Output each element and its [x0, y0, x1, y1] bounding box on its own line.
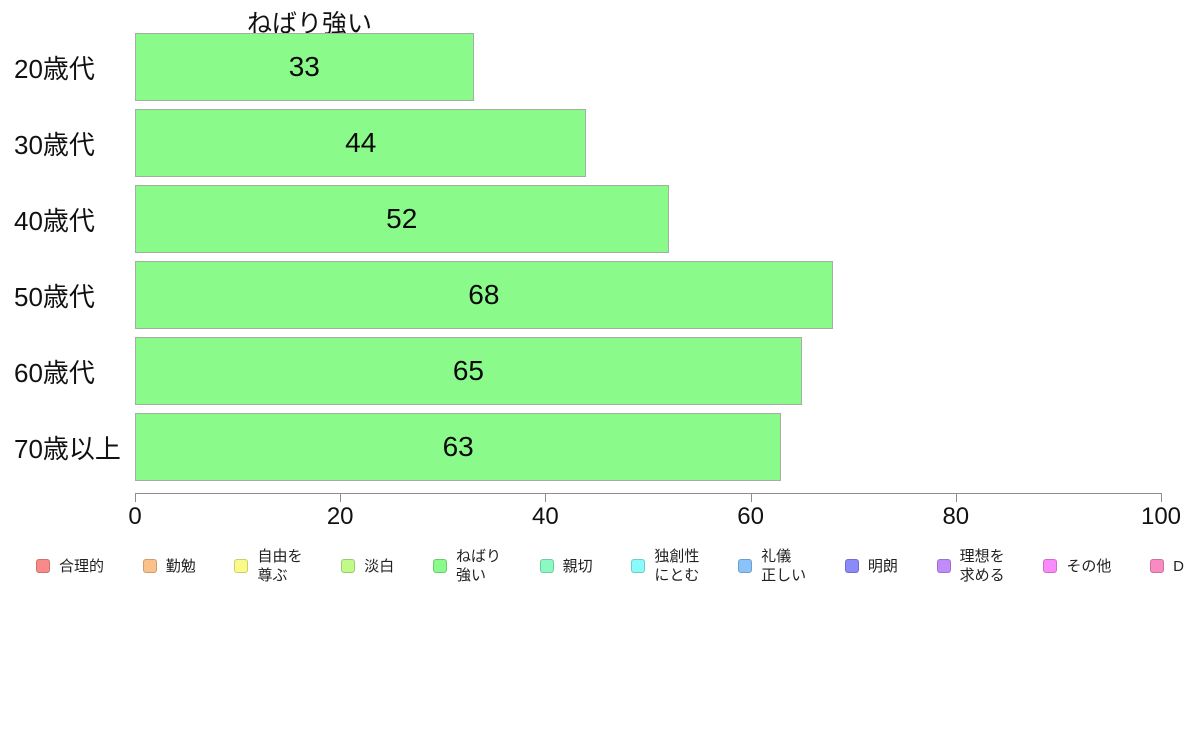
legend-label: 合理的 [59, 557, 105, 575]
category-label: 40歳代 [14, 205, 95, 236]
category-label: 50歳代 [14, 281, 95, 312]
bar-value-label: 44 [345, 127, 377, 158]
bar: 65 [135, 337, 802, 405]
bar-value-label: 68 [468, 279, 500, 310]
legend-label: 自由を 尊ぶ [257, 548, 303, 584]
legend-item[interactable]: 淡白 [341, 557, 394, 576]
x-axis-tick [545, 493, 547, 502]
legend-item[interactable]: 合理的 [36, 557, 104, 576]
bar-value-label: 33 [288, 51, 320, 82]
legend-label: 勤勉 [165, 557, 196, 575]
bar: 52 [135, 185, 669, 253]
x-axis-tick [750, 493, 752, 502]
bar-row: 40歳代 52 [0, 185, 1188, 261]
legend-swatch-icon [234, 559, 249, 573]
legend-item[interactable]: 明朗 [844, 557, 898, 576]
category-label: 20歳代 [14, 53, 95, 84]
plot-area: 20歳代 33 30歳代 44 40歳代 52 50歳代 68 60歳代 65 70歳以上 63 [0, 33, 1188, 489]
legend-swatch-icon [432, 559, 447, 573]
x-axis-tick-label: 60 [737, 503, 764, 530]
bar-row: 50歳代 68 [0, 261, 1188, 337]
bar-value-label: 65 [452, 355, 485, 386]
bar: 44 [135, 109, 587, 177]
bar-row: 60歳代 65 [0, 337, 1188, 413]
category-label: 60歳代 [14, 357, 95, 388]
bar-value-label: 52 [386, 203, 418, 234]
legend-swatch-icon [341, 559, 356, 573]
x-axis-tick-label: 0 [128, 503, 142, 530]
bar: 68 [135, 261, 833, 329]
bar-value-label: 63 [442, 431, 474, 462]
legend-label: 親切 [562, 557, 593, 575]
bar-row: 30歳代 44 [0, 109, 1188, 185]
x-axis-tick [135, 493, 136, 502]
bar: 33 [135, 33, 474, 101]
legend-swatch-icon [738, 559, 753, 573]
legend-item[interactable]: その他 [1043, 557, 1111, 576]
category-label: 70歳以上 [14, 433, 121, 464]
legend-label: D [1173, 557, 1184, 575]
x-axis-tick-label: 80 [942, 503, 970, 530]
x-axis-tick-label: 40 [532, 503, 559, 530]
bar-row: 70歳以上 63 [0, 413, 1188, 489]
x-axis-tick [955, 493, 957, 502]
x-axis-line [135, 493, 1161, 494]
legend-label: 明朗 [867, 557, 898, 575]
legend-label: 独創性 にとむ [654, 548, 700, 584]
x-axis-tick-label: 20 [326, 503, 354, 530]
legend-item[interactable]: 礼儀 正しい [738, 547, 806, 585]
bar: 63 [135, 413, 782, 481]
legend-label: 理想を 求める [959, 548, 1005, 584]
legend-swatch-icon [539, 559, 554, 573]
legend-swatch-icon [142, 559, 157, 573]
legend-label: 礼儀 正しい [761, 548, 807, 584]
legend: 合理的 勤勉 自由を 尊ぶ 淡白 ねばり 強い 親切 独創性 にとむ 礼儀 正しい 明朗 理想を … [36, 542, 1184, 590]
x-axis-tick [340, 493, 342, 502]
legend-label: その他 [1066, 557, 1112, 575]
legend-item[interactable]: D [1150, 557, 1184, 576]
legend-swatch-icon [36, 559, 50, 573]
legend-swatch-icon [1043, 559, 1058, 573]
legend-item[interactable]: 理想を 求める [936, 547, 1005, 585]
legend-swatch-icon [631, 559, 646, 573]
x-axis-tick-label: 100 [1140, 503, 1182, 530]
legend-swatch-icon [844, 559, 859, 573]
legend-label: ねばり 強い [455, 548, 501, 584]
legend-item[interactable]: ねばり 強い [432, 547, 501, 585]
legend-item[interactable]: 親切 [539, 557, 593, 576]
bar-row: 20歳代 33 [0, 33, 1188, 109]
legend-item[interactable]: 独創性 にとむ [631, 547, 699, 585]
legend-swatch-icon [1150, 559, 1165, 573]
legend-swatch-icon [936, 559, 951, 573]
x-axis-tick [1161, 493, 1162, 502]
legend-label: 淡白 [364, 557, 395, 575]
legend-item[interactable]: 勤勉 [142, 557, 196, 576]
category-label: 30歳代 [14, 129, 95, 160]
legend-item[interactable]: 自由を 尊ぶ [234, 547, 302, 585]
